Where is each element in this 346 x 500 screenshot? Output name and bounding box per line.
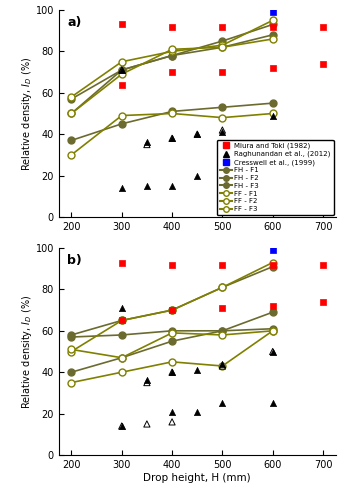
Y-axis label: Relative density, $I_D$ (%): Relative density, $I_D$ (%)	[20, 294, 34, 408]
Text: a): a)	[67, 16, 82, 29]
Point	[194, 408, 200, 416]
Point	[169, 418, 175, 426]
Point	[270, 64, 275, 72]
Point	[169, 182, 175, 190]
Point	[220, 360, 225, 368]
Y-axis label: Relative density, $I_D$ (%): Relative density, $I_D$ (%)	[20, 56, 34, 170]
Point	[220, 68, 225, 76]
Point	[220, 304, 225, 312]
Point	[320, 260, 326, 268]
Point	[119, 304, 125, 312]
Point	[169, 68, 175, 76]
Point	[144, 140, 150, 148]
Legend: Miura and Toki (1982), Raghunandan et al., (2012), Cresswell et al., (1999), FH : Miura and Toki (1982), Raghunandan et al…	[217, 140, 334, 215]
Point	[119, 20, 125, 28]
Point	[169, 368, 175, 376]
Point	[144, 378, 150, 386]
Point	[194, 366, 200, 374]
Point	[270, 246, 275, 254]
Point	[320, 22, 326, 30]
Point	[169, 408, 175, 416]
Point	[194, 130, 200, 138]
Point	[169, 306, 175, 314]
Point	[320, 60, 326, 68]
Point	[270, 348, 275, 356]
Point	[270, 400, 275, 407]
Point	[270, 302, 275, 310]
Point	[119, 80, 125, 88]
Point	[119, 422, 125, 430]
Point	[220, 22, 225, 30]
Text: present study: present study	[286, 157, 334, 163]
Point	[169, 260, 175, 268]
Point	[270, 348, 275, 356]
Point	[144, 420, 150, 428]
Point	[119, 422, 125, 430]
Point	[220, 126, 225, 134]
Point	[119, 66, 125, 74]
Point	[270, 8, 275, 16]
Point	[144, 182, 150, 190]
Point	[220, 128, 225, 136]
Point	[169, 368, 175, 376]
Point	[119, 66, 125, 74]
Point	[119, 184, 125, 192]
Point	[144, 138, 150, 146]
Point	[270, 112, 275, 120]
Point	[220, 170, 225, 177]
Point	[144, 376, 150, 384]
Point	[270, 22, 275, 30]
Point	[169, 134, 175, 142]
Point	[194, 130, 200, 138]
Point	[320, 298, 326, 306]
Point	[220, 260, 225, 268]
Point	[169, 22, 175, 30]
Point	[119, 258, 125, 266]
Point	[220, 400, 225, 407]
Point	[220, 362, 225, 370]
Point	[119, 316, 125, 324]
Text: b): b)	[67, 254, 82, 267]
Point	[245, 161, 250, 169]
Point	[194, 172, 200, 179]
Point	[169, 134, 175, 142]
X-axis label: Drop height, H (mm): Drop height, H (mm)	[143, 472, 251, 482]
Point	[270, 260, 275, 268]
Point	[270, 164, 275, 172]
